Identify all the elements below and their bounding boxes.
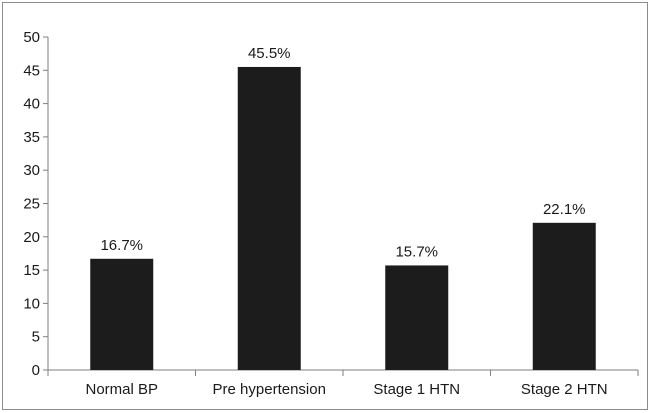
data-label: 22.1% xyxy=(543,201,586,218)
y-tick-label: 20 xyxy=(23,229,40,246)
y-tick-label: 35 xyxy=(23,129,40,146)
bars xyxy=(90,66,596,370)
y-tick-label: 15 xyxy=(23,262,40,279)
bar xyxy=(90,258,154,370)
data-label: 15.7% xyxy=(395,243,438,260)
y-tick-label: 0 xyxy=(32,362,40,379)
bar xyxy=(385,265,449,370)
y-tick-label: 50 xyxy=(23,29,40,46)
x-tick-label: Pre hypertension xyxy=(213,381,326,398)
y-tick-label: 40 xyxy=(23,96,40,113)
bar xyxy=(532,222,596,370)
y-tick-label: 10 xyxy=(23,295,40,312)
y-tick-label: 5 xyxy=(32,329,40,346)
data-label: 45.5% xyxy=(248,45,291,62)
data-labels: 16.7% 45.5% 15.7% 22.1% xyxy=(100,45,585,260)
y-tick-label: 45 xyxy=(23,62,40,79)
x-tick-label: Stage 1 HTN xyxy=(373,381,460,398)
x-axis: Normal BP Pre hypertension Stage 1 HTN Stag… xyxy=(47,369,639,398)
x-tick-label: Stage 2 HTN xyxy=(521,381,608,398)
y-tick-label: 30 xyxy=(23,162,40,179)
data-label: 16.7% xyxy=(100,237,143,254)
y-axis: 0 5 10 15 20 25 30 35 40 45 50 xyxy=(23,29,49,379)
x-tick-label: Normal BP xyxy=(85,381,158,398)
bar xyxy=(237,66,301,370)
y-tick-label: 25 xyxy=(23,196,40,213)
